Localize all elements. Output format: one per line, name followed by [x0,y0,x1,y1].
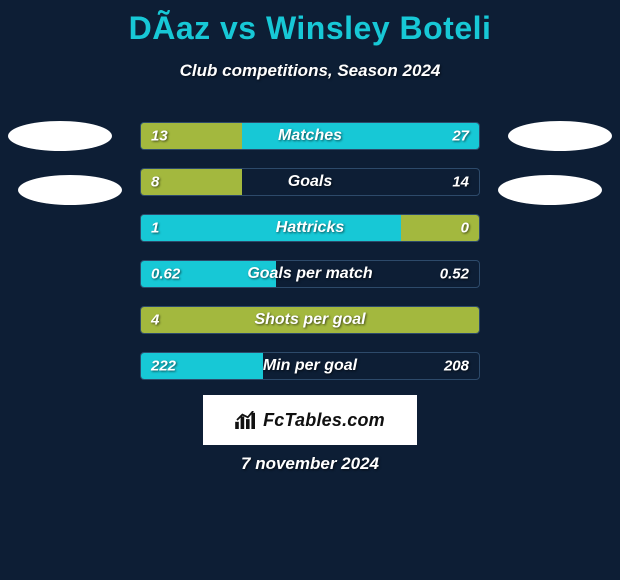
brand-logo-icon [235,411,257,429]
stat-right-value: 0 [461,220,469,237]
stat-left-value: 0.62 [151,266,180,283]
stat-right-value: 27 [452,128,469,145]
stat-label: Matches [278,127,342,145]
stat-left-value: 1 [151,220,159,237]
stat-row: 13 Matches 27 [140,122,480,150]
date-label: 7 november 2024 [0,454,620,474]
stat-rows: 13 Matches 27 8 Goals 14 1 Hattricks 0 0.62 Goals … [140,122,480,398]
stat-row: 4 Shots per goal [140,306,480,334]
stat-label: Hattricks [276,219,344,237]
stat-right-value: 0.52 [440,266,469,283]
comparison-card: DÃ­az vs Winsley Boteli Club competition… [0,0,620,580]
stat-left-value: 8 [151,174,159,191]
stat-left-value: 4 [151,312,159,329]
subtitle: Club competitions, Season 2024 [0,61,620,81]
page-title: DÃ­az vs Winsley Boteli [0,0,620,47]
brand-text: FcTables.com [263,410,385,431]
stat-label: Min per goal [263,357,357,375]
stat-left-value: 222 [151,358,176,375]
stat-right-value: 14 [452,174,469,191]
stat-fill [141,215,401,241]
brand-box[interactable]: FcTables.com [203,395,417,445]
stat-row: 1 Hattricks 0 [140,214,480,242]
stat-label: Goals per match [247,265,372,283]
player-right-photo-1 [508,121,612,151]
player-left-photo-1 [8,121,112,151]
player-left-photo-2 [18,175,122,205]
stat-label: Goals [288,173,332,191]
stat-row: 8 Goals 14 [140,168,480,196]
stat-right-value: 208 [444,358,469,375]
stat-row: 0.62 Goals per match 0.52 [140,260,480,288]
stat-left-value: 13 [151,128,168,145]
stat-row: 222 Min per goal 208 [140,352,480,380]
stat-label: Shots per goal [254,311,365,329]
player-right-photo-2 [498,175,602,205]
